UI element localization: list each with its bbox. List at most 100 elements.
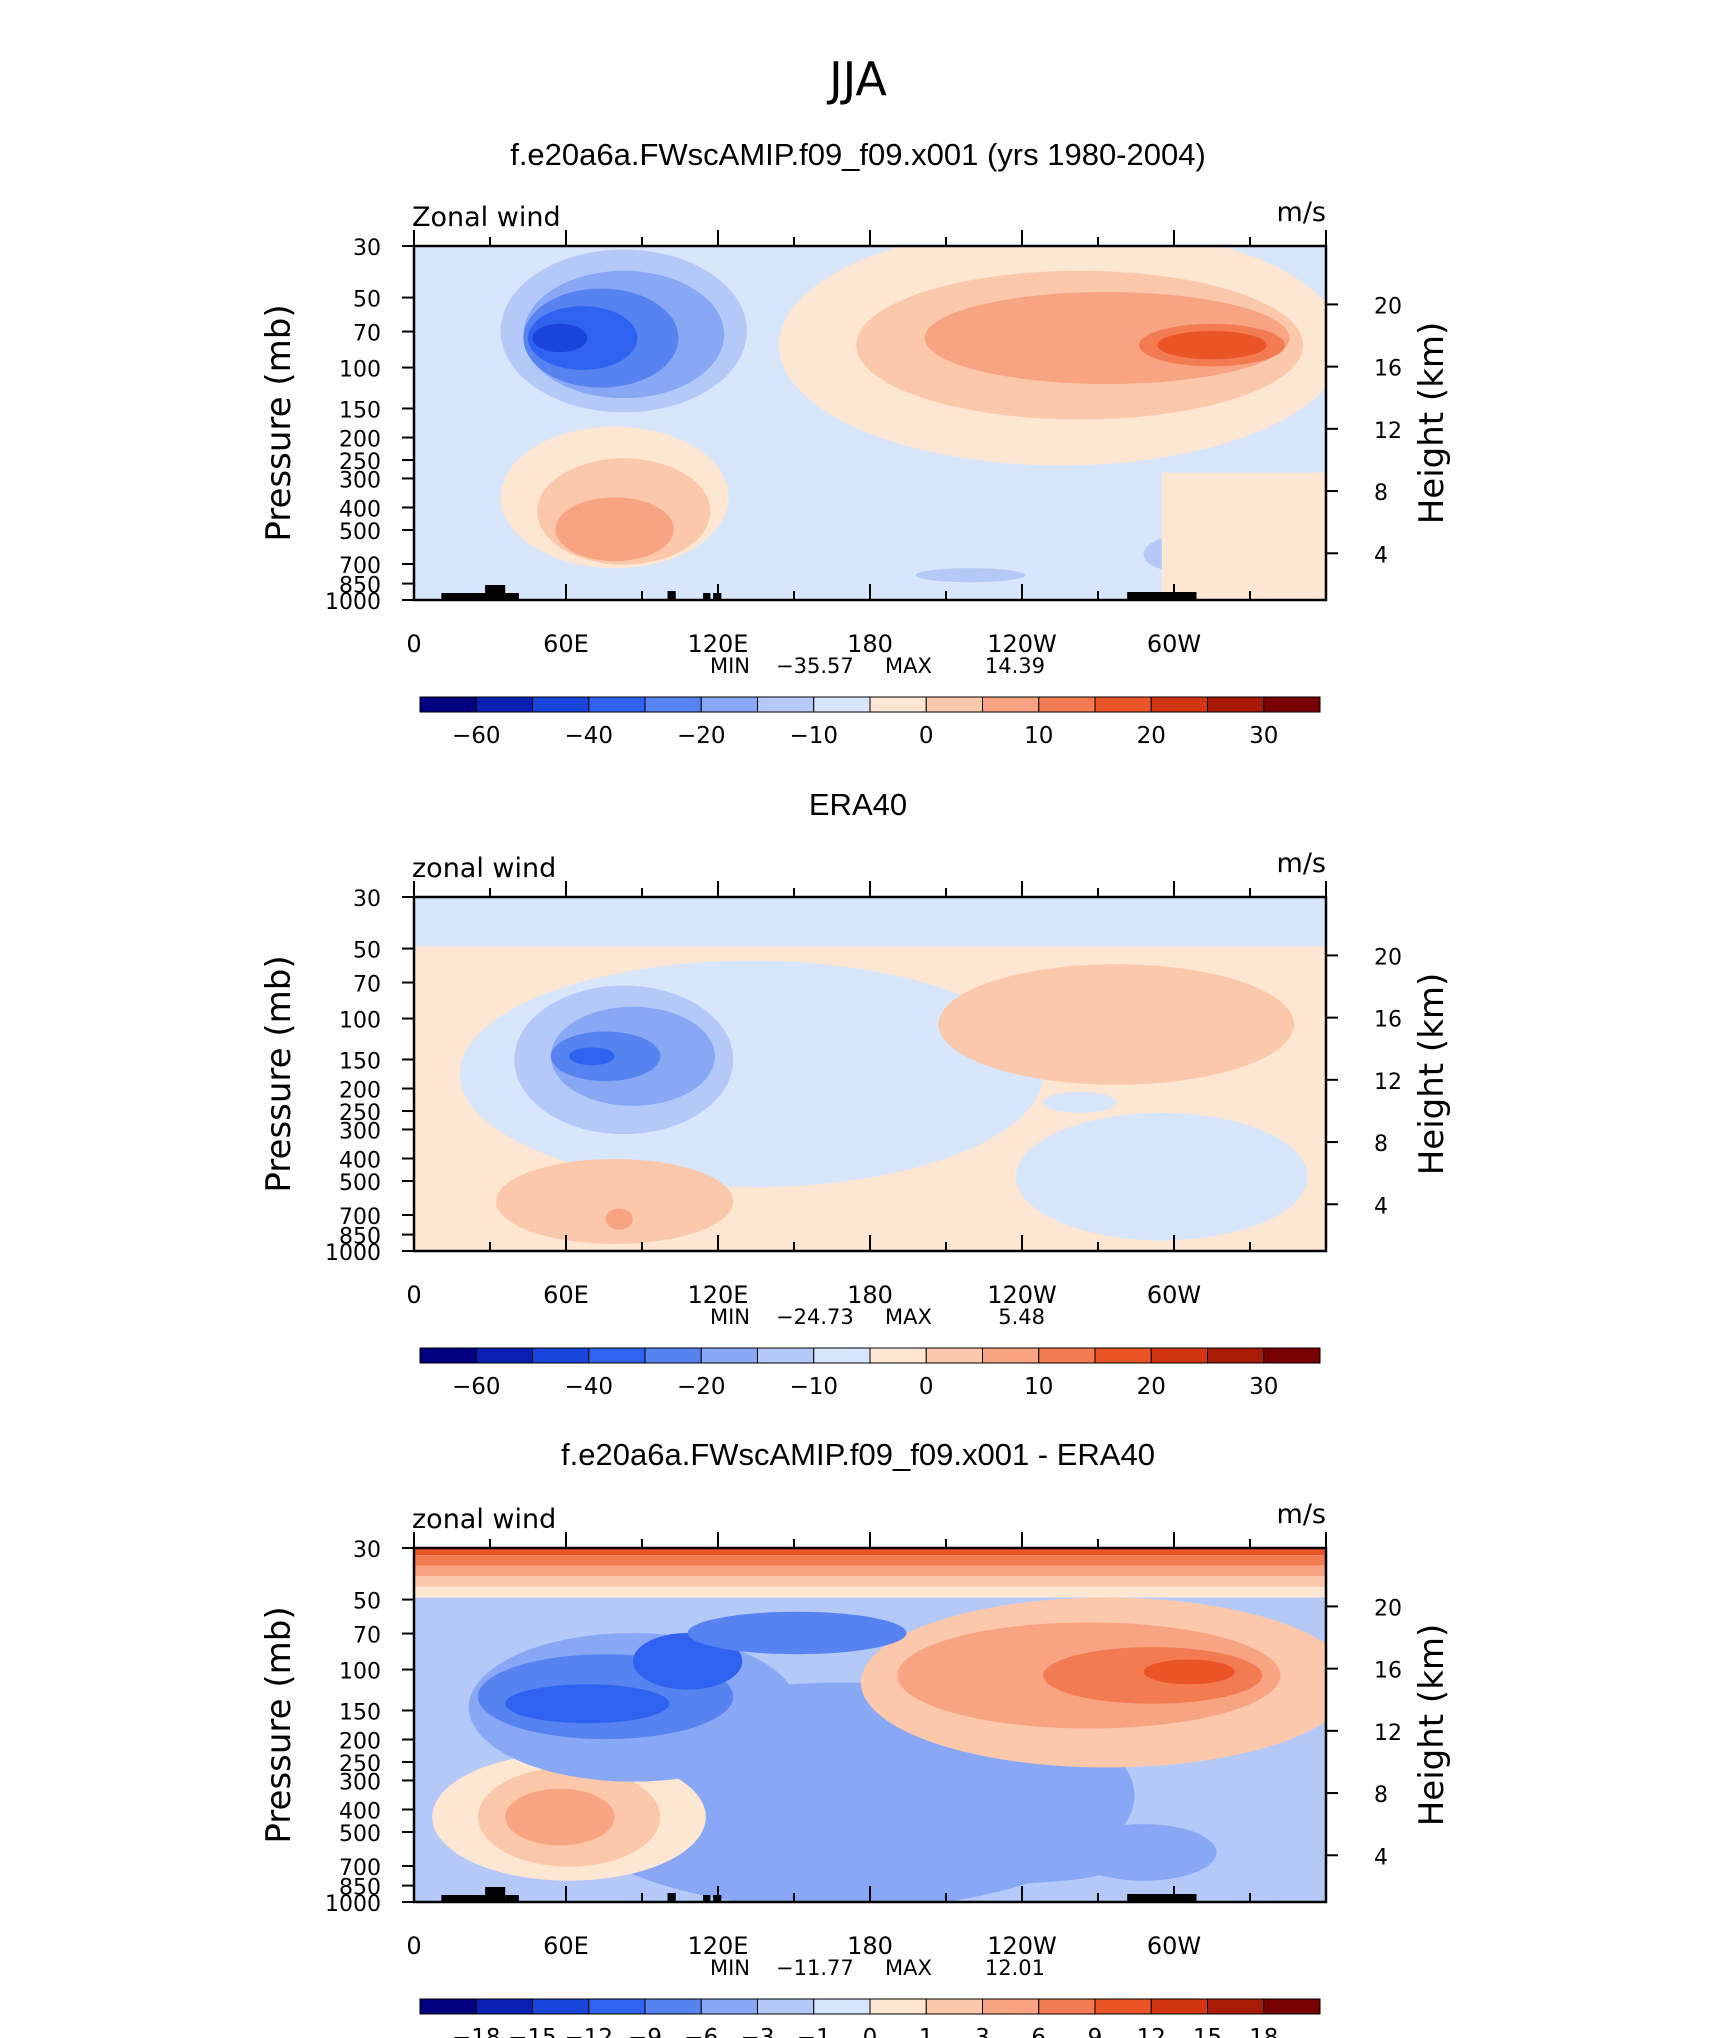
y-tick-label: 30 (353, 887, 381, 912)
colorbar: −60 −40 −20 −10 0 10 20 30 (419, 696, 1321, 749)
contour-band (1143, 1659, 1235, 1685)
y-tick-label: 30 (353, 1538, 381, 1563)
colorbar-box (982, 1347, 1040, 1364)
colorbar-label: −6 (684, 2025, 718, 2038)
colorbar-box (644, 1998, 702, 2015)
y-tick-label: 250 (339, 450, 381, 475)
x-tick-label: 180 (847, 1281, 893, 1309)
topography-block (703, 1895, 711, 1902)
y2-tick-label: 12 (1374, 419, 1402, 444)
colorbar-box (1094, 696, 1152, 713)
y2-tick-label: 12 (1374, 1070, 1402, 1095)
colorbar-box (925, 1347, 983, 1364)
contour-band (414, 1548, 1326, 1556)
colorbar-label: −20 (677, 1374, 726, 1400)
colorbar-box (813, 1347, 871, 1364)
x-tick-label: 120E (688, 1932, 749, 1960)
colorbar-label: −1 (797, 2025, 831, 2038)
colorbar-box (757, 1998, 815, 2015)
colorbar-box (1263, 696, 1321, 713)
y-tick-label: 500 (339, 1171, 381, 1196)
contour-band (505, 1684, 670, 1724)
y2-tick-label: 16 (1374, 1008, 1402, 1033)
colorbar-label: −60 (452, 1374, 501, 1400)
contour-band (938, 964, 1295, 1085)
colorbar-label: −40 (564, 723, 613, 749)
contour-band (632, 1632, 743, 1690)
y-tick-label: 100 (339, 1009, 381, 1034)
topography-block (485, 1887, 506, 1902)
y-tick-label: 500 (339, 520, 381, 545)
colorbar-label: 0 (863, 2025, 878, 2038)
x-tick-label: 120E (688, 1281, 749, 1309)
x-tick-label: 60E (543, 630, 589, 658)
topography-block (505, 1895, 519, 1902)
colorbar-label: −9 (628, 2025, 662, 2038)
y-tick-label: 200 (339, 428, 381, 453)
colorbar-box (925, 1998, 983, 2015)
colorbar-label: 10 (1024, 1374, 1053, 1400)
colorbar-label: −40 (564, 1374, 613, 1400)
contour-band (1015, 1112, 1308, 1241)
y-tick-label: 70 (353, 322, 381, 347)
contour-band (1043, 1091, 1117, 1113)
stats-max-label: MAX (885, 1305, 932, 1329)
y-tick-label: 400 (339, 497, 381, 522)
colorbar-box (982, 1998, 1040, 2015)
colorbar-box (644, 1347, 702, 1364)
x-tick-label: 0 (406, 630, 421, 658)
y-tick-label: 70 (353, 973, 381, 998)
x-tick-label: 0 (406, 1932, 421, 1960)
y2-tick-label: 20 (1374, 1596, 1402, 1621)
contour-field (414, 1548, 1326, 1902)
contour-band (555, 497, 674, 562)
colorbar-label: −20 (677, 723, 726, 749)
colorbar-box (532, 1347, 590, 1364)
colorbar-box (1038, 1998, 1096, 2015)
colorbar-box (813, 1998, 871, 2015)
x-tick-label: 120W (987, 1932, 1057, 1960)
colorbar-label: 18 (1249, 2025, 1278, 2038)
colorbar-label: 20 (1137, 723, 1166, 749)
colorbar-label: −10 (789, 723, 838, 749)
colorbar-box (588, 1347, 646, 1364)
y-tick-label: 200 (339, 1079, 381, 1104)
x-tick-label: 120W (987, 630, 1057, 658)
x-tick-label: 60E (543, 1932, 589, 1960)
contour-field (414, 897, 1326, 1251)
x-tick-label: 60E (543, 1281, 589, 1309)
panel-title: f.e20a6a.FWscAMIP.f09_f09.x001 (yrs 1980… (510, 137, 1206, 172)
colorbar-box (1150, 696, 1208, 713)
stats-min-value: −24.73 (776, 1305, 854, 1329)
colorbar-label: 15 (1193, 2025, 1222, 2038)
colorbar-label: 1 (919, 2025, 934, 2038)
contour-band (915, 568, 1026, 583)
y-tick-label: 150 (339, 398, 381, 423)
y-tick-label: 500 (339, 1822, 381, 1847)
y2-axis-label: Height (km) (1412, 322, 1452, 525)
colorbar-label: −10 (789, 1374, 838, 1400)
contour-band (1157, 330, 1267, 360)
contour-band (1161, 472, 1326, 600)
y-tick-label: 700 (339, 1205, 381, 1230)
contour-band (569, 1047, 615, 1066)
page-title: JJA (826, 52, 887, 106)
colorbar-box (644, 696, 702, 713)
colorbar-label: −60 (452, 723, 501, 749)
contour-band (414, 1565, 1326, 1577)
colorbar-box (419, 1347, 477, 1364)
variable-label: zonal wind (412, 1504, 556, 1535)
colorbar-box (757, 1347, 815, 1364)
y-tick-label: 400 (339, 1799, 381, 1824)
colorbar-box (1207, 1347, 1265, 1364)
colorbar-box (419, 696, 477, 713)
stats-min-value: −11.77 (776, 1956, 854, 1980)
y2-tick-label: 4 (1374, 1194, 1388, 1219)
contour-band (1070, 1824, 1217, 1881)
y-tick-label: 70 (353, 1624, 381, 1649)
x-tick-label: 60W (1147, 630, 1201, 658)
colorbar-box (925, 696, 983, 713)
y-tick-label: 700 (339, 554, 381, 579)
y-axis-label: Pressure (mb) (259, 1606, 299, 1843)
